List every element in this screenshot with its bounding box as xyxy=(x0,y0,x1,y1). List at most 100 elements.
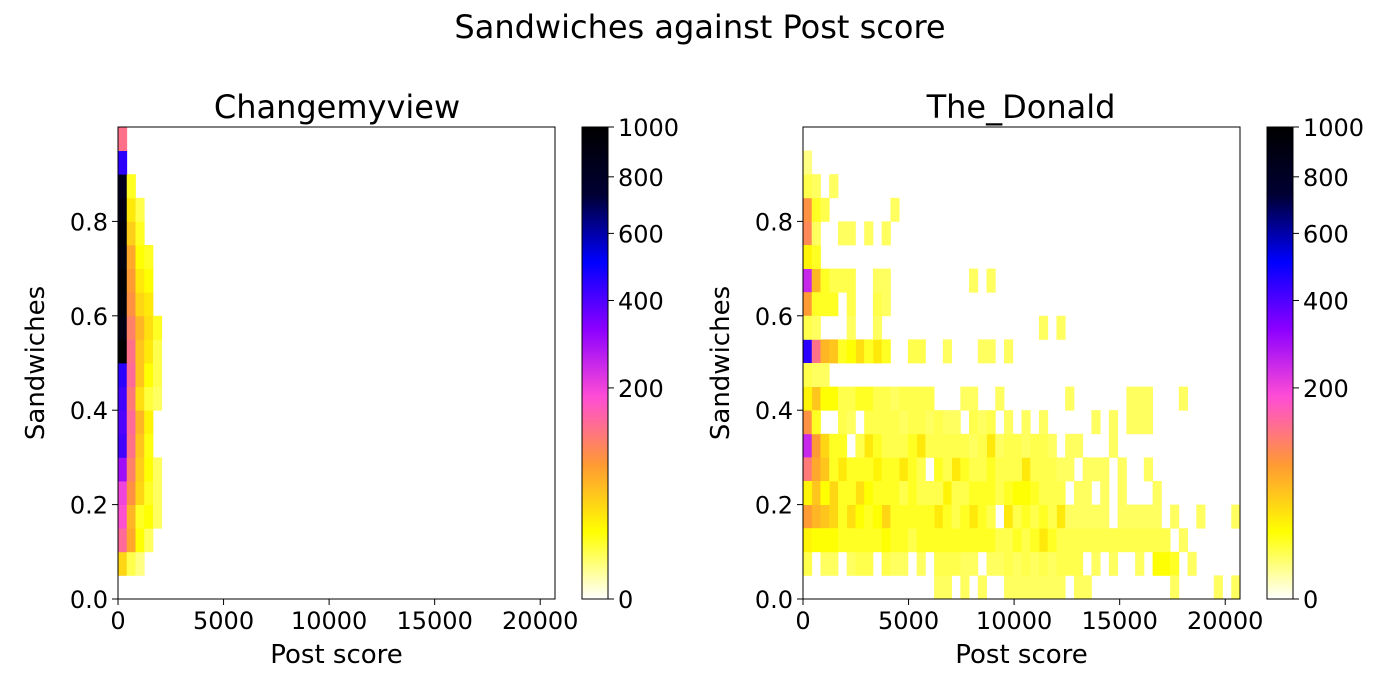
colorbar-tick-label: 600 xyxy=(618,220,664,248)
heatmap-cell xyxy=(811,245,821,269)
chart-title: Changemyview xyxy=(214,88,460,126)
colorbar-frame xyxy=(581,126,609,600)
heatmap-cell xyxy=(1126,504,1136,529)
heatmap-cell xyxy=(126,410,136,435)
heatmap-cell xyxy=(1047,575,1057,600)
heatmap-cell xyxy=(881,433,891,458)
heatmap-cell xyxy=(986,551,996,576)
heatmap-cell xyxy=(803,363,813,387)
heatmap-cell xyxy=(855,481,865,505)
heatmap-cell xyxy=(864,386,874,411)
colorbar-tick-label: 1000 xyxy=(1303,114,1364,142)
heatmap-cell xyxy=(1135,504,1145,529)
heatmap-cell xyxy=(890,433,900,458)
x-tick-label: 15000 xyxy=(396,607,472,635)
heatmap-cell xyxy=(951,481,961,505)
heatmap-cell xyxy=(1065,457,1075,482)
heatmap-cell xyxy=(1231,575,1241,600)
heatmap-cell xyxy=(881,221,891,246)
heatmap-cell xyxy=(977,528,987,553)
heatmap-cell xyxy=(969,433,979,458)
heatmap-cell xyxy=(803,315,813,340)
heatmap-cell xyxy=(1021,528,1031,553)
heatmap-cell xyxy=(881,410,891,435)
heatmap-cell xyxy=(811,292,821,317)
heatmap-cell xyxy=(864,504,874,529)
heatmap-cell xyxy=(144,315,154,340)
heatmap-cell xyxy=(820,386,830,411)
heatmap-cell xyxy=(1196,504,1206,529)
colorbar-tick-label: 400 xyxy=(1303,287,1349,315)
x-axis-ticks: 0 5000 10000 15000 20000 xyxy=(110,599,578,635)
heatmap-cell xyxy=(907,410,918,435)
heatmap-cell xyxy=(1108,410,1119,435)
heatmap-cell xyxy=(907,433,918,458)
heatmap-cell xyxy=(135,221,145,246)
heatmap-cell xyxy=(1038,315,1049,340)
heatmap-cell xyxy=(872,386,883,411)
heatmap-cell xyxy=(899,528,909,553)
heatmap-cell xyxy=(907,504,918,529)
x-axis-label: Post score xyxy=(270,640,403,670)
heatmap-cell xyxy=(837,386,848,411)
heatmap-cell xyxy=(969,268,979,293)
y-tick-label: 0.6 xyxy=(70,303,108,331)
heatmap-cell xyxy=(1065,551,1075,576)
heatmap-cell xyxy=(855,386,865,411)
heatmap-cell xyxy=(846,339,856,364)
heatmap-cell xyxy=(829,551,839,576)
heatmap-cell xyxy=(811,386,821,411)
heatmap-cell xyxy=(925,433,935,458)
heatmap-cell xyxy=(1038,575,1049,600)
heatmap-cell xyxy=(1038,528,1049,553)
heatmap-cell xyxy=(1108,551,1119,576)
heatmap-cell xyxy=(820,292,830,317)
heatmap-cell xyxy=(1038,481,1049,505)
heatmap-cell xyxy=(881,339,891,364)
heatmap-cell xyxy=(118,363,128,387)
heatmap-cell xyxy=(1047,481,1057,505)
heatmap-cell xyxy=(1047,457,1057,482)
heatmap-cell xyxy=(837,457,848,482)
heatmap-cell xyxy=(855,528,865,553)
heatmap-cell xyxy=(986,268,996,293)
heatmap-cell xyxy=(855,504,865,529)
heatmap-cell xyxy=(1030,433,1040,458)
heatmap-cell xyxy=(1030,575,1040,600)
heatmap-cell xyxy=(144,292,154,317)
heatmap-cell xyxy=(995,551,1005,576)
y-tick-label: 0.0 xyxy=(755,586,793,614)
heatmap-cell xyxy=(152,363,163,387)
heatmap-cell xyxy=(969,504,979,529)
heatmap-cell xyxy=(803,174,813,199)
y-tick-label: 0.2 xyxy=(755,492,793,520)
heatmap-cell xyxy=(152,457,163,482)
heatmap-cell xyxy=(837,410,848,435)
heatmap-cell xyxy=(135,197,145,222)
heatmap-cell xyxy=(846,551,856,576)
heatmap-cell xyxy=(1082,575,1092,600)
heatmap-cell xyxy=(126,363,136,387)
heatmap-cell xyxy=(969,386,979,411)
heatmap-cell xyxy=(1038,433,1049,458)
heatmap-cell xyxy=(916,433,926,458)
heatmap-cell xyxy=(135,245,145,269)
heatmap-cell xyxy=(118,339,128,364)
heatmap-cell xyxy=(1117,504,1127,529)
heatmap-cell xyxy=(1170,551,1180,576)
y-tick-label: 0.4 xyxy=(755,397,793,425)
heatmap-cell xyxy=(811,197,821,222)
heatmap-cell xyxy=(1213,575,1223,600)
heatmap-cell xyxy=(820,528,830,553)
heatmap-cell xyxy=(1178,386,1188,411)
heatmap-cell xyxy=(1100,481,1110,505)
heatmap-cell xyxy=(118,127,128,151)
heatmap-cell xyxy=(1030,528,1040,553)
heatmap-cell xyxy=(126,315,136,340)
plot-frame xyxy=(117,126,556,600)
heatmap-cell xyxy=(960,504,970,529)
heatmap-cell xyxy=(846,457,856,482)
x-tick-label: 10000 xyxy=(291,607,367,635)
heatmap-cell xyxy=(811,433,821,458)
heatmap-cell xyxy=(803,339,813,364)
